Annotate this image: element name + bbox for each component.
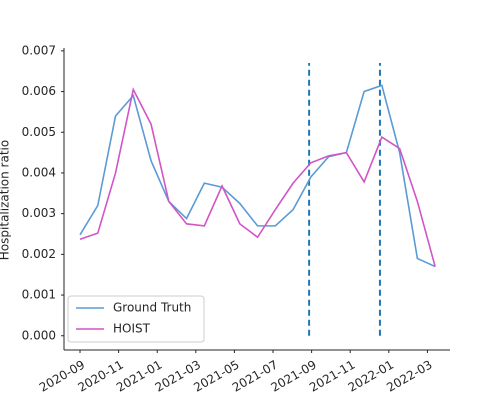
line-series <box>79 87 436 267</box>
y-axis-label: Hospitalization ratio <box>0 140 12 260</box>
y-tick-label: 0.006 <box>22 84 56 98</box>
y-tick-label: 0.004 <box>22 165 56 179</box>
y-tick-label: 0.007 <box>22 43 56 57</box>
y-tick-label: 0.001 <box>22 288 56 302</box>
line-series <box>79 84 436 268</box>
y-tick-label: 0.003 <box>22 206 56 220</box>
y-tick-label: 0.000 <box>22 328 56 342</box>
legend-label: Ground Truth <box>113 301 191 315</box>
y-tick-label: 0.005 <box>22 125 56 139</box>
y-tick-label: 0.002 <box>22 247 56 261</box>
legend-label: HOIST <box>113 322 151 336</box>
